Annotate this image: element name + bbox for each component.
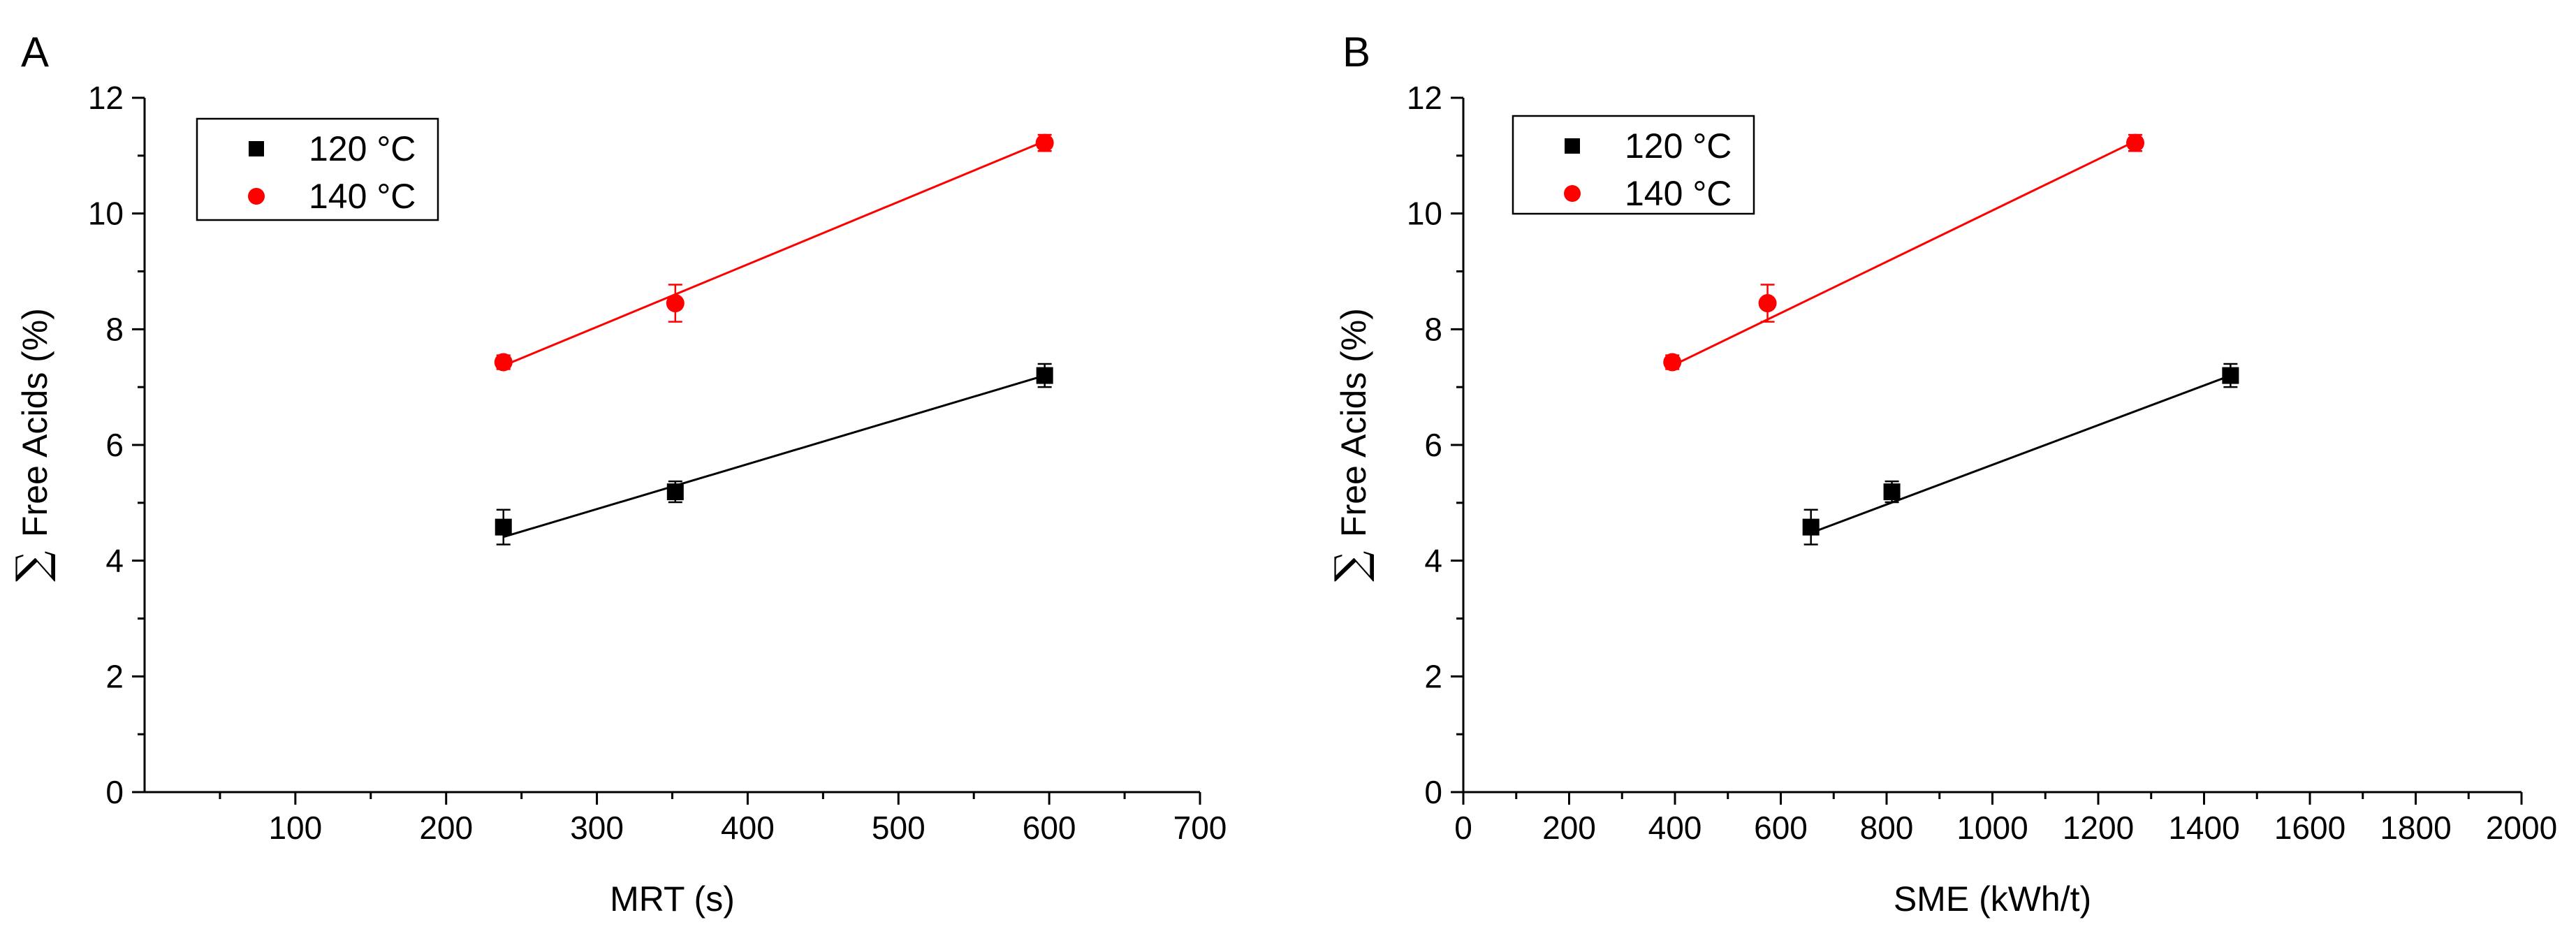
legend-box: [1512, 115, 1755, 215]
legend-marker: [248, 188, 265, 205]
legend-marker: [249, 141, 264, 156]
legend-label: 140 °C: [1625, 174, 1732, 213]
series-1: [494, 133, 1054, 372]
fit-line: [503, 374, 1046, 539]
x-tick-label: 1000: [1956, 810, 2028, 846]
y-axis-title-text: Free Acids (%): [1334, 308, 1373, 537]
y-tick-label: 12: [1407, 80, 1442, 116]
x-tick-label: 0: [1454, 810, 1472, 846]
legend-marker: [1564, 185, 1581, 202]
y-tick-label: 0: [105, 774, 124, 810]
y-axis-title-text: Free Acids (%): [15, 308, 54, 537]
data-point: [2222, 367, 2239, 384]
x-tick-label: 1200: [2063, 810, 2134, 846]
data-point: [2126, 133, 2145, 152]
y-tick-label: 8: [105, 311, 124, 347]
y-tick-label: 2: [1424, 658, 1442, 694]
x-tick-label: 1400: [2168, 810, 2239, 846]
y-tick-label: 8: [1424, 311, 1442, 347]
y-tick-label: 6: [105, 427, 124, 463]
x-tick-label: 1600: [2274, 810, 2346, 846]
legend: 120 °C 140 °C: [1512, 115, 1755, 215]
data-point: [1035, 133, 1054, 152]
chart-panel-b: B 0 2 4 6 8 10 12 0 200 400 600 800 1000 1200 1400 1600 1…: [1325, 29, 2557, 919]
data-point: [666, 294, 685, 313]
y-axis-title: ∑ Free Acids (%): [6, 308, 57, 582]
x-tick-label: 200: [1542, 810, 1596, 846]
y-tick-label: 12: [88, 80, 124, 116]
sigma-symbol: ∑: [1325, 537, 1376, 582]
legend-box: [196, 117, 439, 221]
x-tick-label: 500: [872, 810, 925, 846]
chart-panel-a: A 0 2 4 6 8 10 12 100 200 300 400 500 600 700 MRT (s) ∑ …: [6, 29, 1227, 919]
x-axis-title: MRT (s): [610, 879, 735, 919]
data-point: [495, 518, 512, 536]
data-point: [666, 483, 684, 501]
x-tick-label: 600: [1023, 810, 1076, 846]
fit-line: [1671, 140, 2136, 367]
legend-label: 120 °C: [309, 129, 416, 168]
legend-label: 140 °C: [309, 177, 416, 216]
legend-label: 120 °C: [1625, 126, 1732, 166]
legend-marker: [1565, 138, 1580, 154]
y-tick-label: 10: [88, 196, 124, 232]
sigma-symbol: ∑: [6, 537, 57, 582]
data-point: [1036, 367, 1053, 384]
x-tick-label: 100: [268, 810, 322, 846]
legend: 120 °C 140 °C: [196, 117, 439, 221]
y-tick-label: 4: [105, 543, 124, 579]
panel-letter: B: [1342, 29, 1370, 75]
fit-line: [503, 140, 1046, 367]
data-point: [1758, 294, 1777, 313]
data-point: [1663, 353, 1682, 372]
y-tick-label: 0: [1424, 774, 1442, 810]
x-tick-label: 700: [1173, 810, 1227, 846]
series-1: [1663, 133, 2145, 372]
y-tick-label: 2: [105, 658, 124, 694]
series-0: [495, 363, 1053, 546]
data-point: [1802, 518, 1820, 536]
x-axis-title: SME (kWh/t): [1894, 879, 2091, 919]
data-point: [1883, 483, 1901, 501]
x-tick-label: 400: [1648, 810, 1702, 846]
data-point: [494, 353, 513, 372]
y-axis-title: ∑ Free Acids (%): [1325, 308, 1376, 582]
x-tick-label: 600: [1754, 810, 1808, 846]
x-tick-label: 300: [570, 810, 624, 846]
x-tick-label: 400: [721, 810, 775, 846]
y-tick-label: 4: [1424, 543, 1442, 579]
y-tick-label: 10: [1407, 196, 1442, 232]
fit-line: [1810, 374, 2231, 534]
x-tick-label: 2000: [2486, 810, 2557, 846]
x-tick-label: 800: [1860, 810, 1914, 846]
x-tick-label: 200: [419, 810, 473, 846]
y-tick-label: 6: [1424, 427, 1442, 463]
panel-letter: A: [21, 29, 49, 75]
series-0: [1802, 363, 2239, 546]
x-tick-label: 1800: [2380, 810, 2451, 846]
